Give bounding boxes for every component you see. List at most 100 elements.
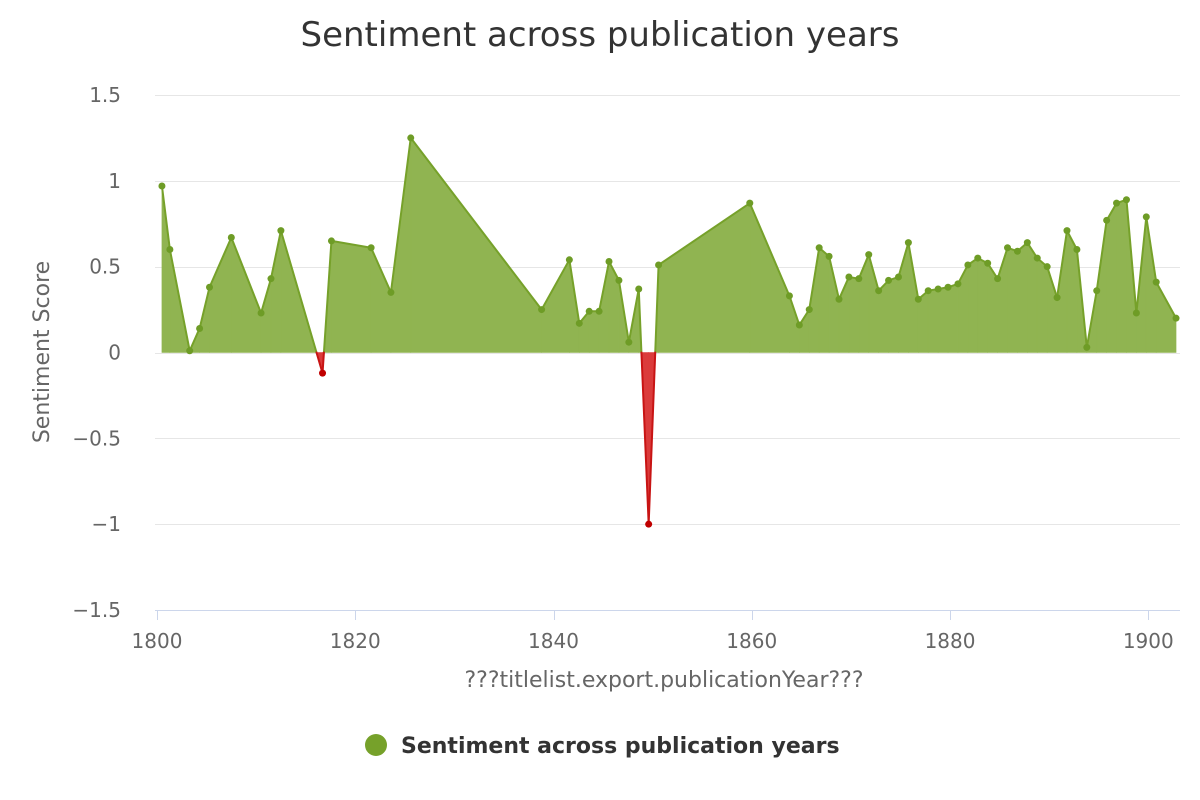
data-point[interactable] xyxy=(795,321,803,329)
series-line-segment xyxy=(230,236,263,315)
data-point[interactable] xyxy=(904,239,912,247)
chart-title: Sentiment across publication years xyxy=(301,15,900,55)
data-point[interactable] xyxy=(595,307,603,315)
series-line-segment xyxy=(788,294,801,327)
data-point[interactable] xyxy=(1004,244,1012,252)
data-point[interactable] xyxy=(1152,278,1160,286)
data-point[interactable] xyxy=(227,233,235,241)
positive-area-fill xyxy=(1036,257,1048,353)
series-line-segment xyxy=(188,327,201,352)
data-point[interactable] xyxy=(257,309,265,317)
series-line-segment xyxy=(269,229,282,280)
positive-area-fill xyxy=(231,237,262,353)
data-point[interactable] xyxy=(645,520,653,528)
data-point[interactable] xyxy=(267,275,275,283)
series-line-segment xyxy=(330,239,373,249)
axes: −1.5 −1 −0.5 0 0.5 1 1.5 1800 1820 1840 1860 1880 19… xyxy=(72,83,1180,653)
data-point[interactable] xyxy=(885,276,893,284)
data-point[interactable] xyxy=(944,283,952,291)
data-point[interactable] xyxy=(1013,247,1021,255)
data-point[interactable] xyxy=(605,258,613,266)
data-point[interactable] xyxy=(319,369,327,377)
data-point[interactable] xyxy=(575,319,583,327)
data-point[interactable] xyxy=(974,254,982,262)
data-point[interactable] xyxy=(1063,227,1071,235)
data-point[interactable] xyxy=(625,338,633,346)
data-point[interactable] xyxy=(615,276,623,284)
series-line-segment-negative xyxy=(315,351,324,375)
data-point[interactable] xyxy=(785,292,793,300)
y-tick-label: 1.5 xyxy=(89,83,121,107)
data-point[interactable] xyxy=(984,259,992,267)
positive-area-fill xyxy=(1116,199,1127,353)
data-point[interactable] xyxy=(327,237,335,245)
x-tick-label: 1860 xyxy=(726,629,777,653)
data-point[interactable] xyxy=(994,275,1002,283)
data-point[interactable] xyxy=(158,182,166,190)
series-line-segment xyxy=(748,202,791,297)
data-point[interactable] xyxy=(655,261,663,269)
data-point[interactable] xyxy=(538,306,546,314)
data-point[interactable] xyxy=(1043,263,1051,271)
positive-area-fill xyxy=(541,258,570,353)
positive-area-fill xyxy=(937,286,949,353)
data-point[interactable] xyxy=(585,307,593,315)
data-point[interactable] xyxy=(924,287,932,295)
data-point[interactable] xyxy=(835,295,843,303)
data-point[interactable] xyxy=(196,324,204,332)
y-tick-label: 0.5 xyxy=(89,255,121,279)
data-point[interactable] xyxy=(845,273,853,281)
data-point[interactable] xyxy=(1093,287,1101,295)
x-axis-title: ???titlelist.export.publicationYear??? xyxy=(464,668,863,693)
series-line-segment xyxy=(568,258,581,325)
data-point[interactable] xyxy=(1033,254,1041,262)
data-point[interactable] xyxy=(186,347,194,355)
data-point[interactable] xyxy=(964,261,972,269)
positive-area-fill xyxy=(1007,247,1018,353)
data-point[interactable] xyxy=(277,227,285,235)
data-point[interactable] xyxy=(934,285,942,293)
legend-item[interactable]: Sentiment across publication years xyxy=(365,734,840,759)
data-point[interactable] xyxy=(875,287,883,295)
series-line-segment xyxy=(828,255,840,301)
data-point[interactable] xyxy=(954,280,962,288)
data-point[interactable] xyxy=(407,134,415,142)
series-line-segment xyxy=(260,277,272,315)
series-line-segment xyxy=(1085,289,1098,349)
series-line-segment xyxy=(657,202,751,266)
data-point[interactable] xyxy=(1103,216,1111,224)
positive-area-fill xyxy=(209,237,232,353)
data-point[interactable] xyxy=(387,288,395,296)
data-point[interactable] xyxy=(1142,213,1150,221)
data-point[interactable] xyxy=(1083,343,1091,351)
positive-area-fill xyxy=(608,261,620,353)
data-point[interactable] xyxy=(565,256,573,264)
data-point[interactable] xyxy=(1053,294,1061,302)
data-point[interactable] xyxy=(805,306,813,314)
series-line-segment xyxy=(279,229,318,354)
series-line-segment xyxy=(897,241,910,278)
data-markers xyxy=(158,134,1180,528)
series-line-segment xyxy=(198,286,211,330)
data-point[interactable] xyxy=(865,251,873,259)
data-point[interactable] xyxy=(166,246,174,253)
data-point[interactable] xyxy=(635,285,643,293)
series-line-segment xyxy=(160,184,171,251)
data-point[interactable] xyxy=(367,244,375,252)
data-point[interactable] xyxy=(894,273,902,281)
data-point[interactable] xyxy=(1073,246,1081,253)
data-point[interactable] xyxy=(825,252,833,260)
data-point[interactable] xyxy=(1122,196,1130,204)
series-line-segment xyxy=(322,239,333,354)
data-point[interactable] xyxy=(746,199,754,207)
positive-area-fill xyxy=(1106,202,1117,353)
data-point[interactable] xyxy=(1132,309,1140,317)
data-point[interactable] xyxy=(1113,199,1121,207)
data-point[interactable] xyxy=(206,283,214,291)
series-line-segment xyxy=(867,253,880,292)
data-point[interactable] xyxy=(1172,314,1180,322)
data-point[interactable] xyxy=(1023,239,1031,247)
data-point[interactable] xyxy=(914,295,922,303)
data-point[interactable] xyxy=(815,244,823,252)
data-point[interactable] xyxy=(855,275,863,283)
